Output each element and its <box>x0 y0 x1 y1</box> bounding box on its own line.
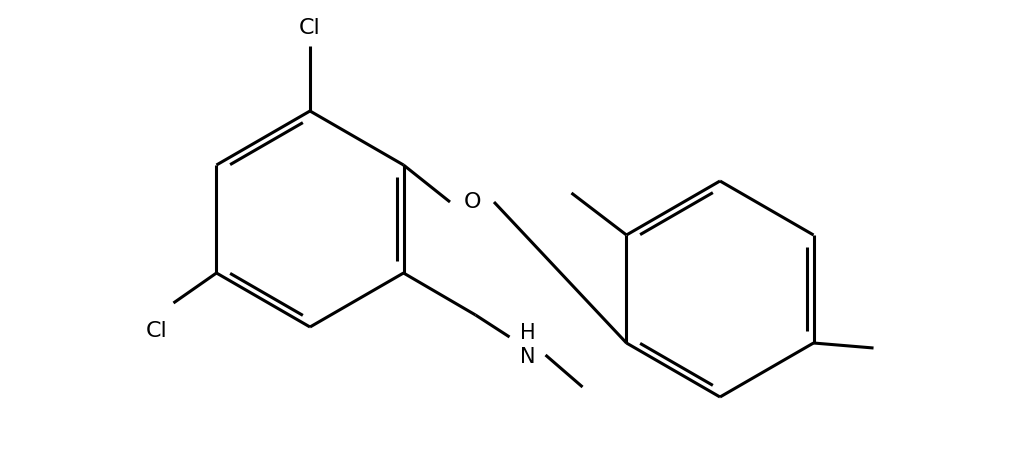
Text: Cl: Cl <box>146 321 167 341</box>
Text: Cl: Cl <box>300 18 321 38</box>
Text: H
N: H N <box>520 323 536 366</box>
Text: O: O <box>464 192 481 212</box>
